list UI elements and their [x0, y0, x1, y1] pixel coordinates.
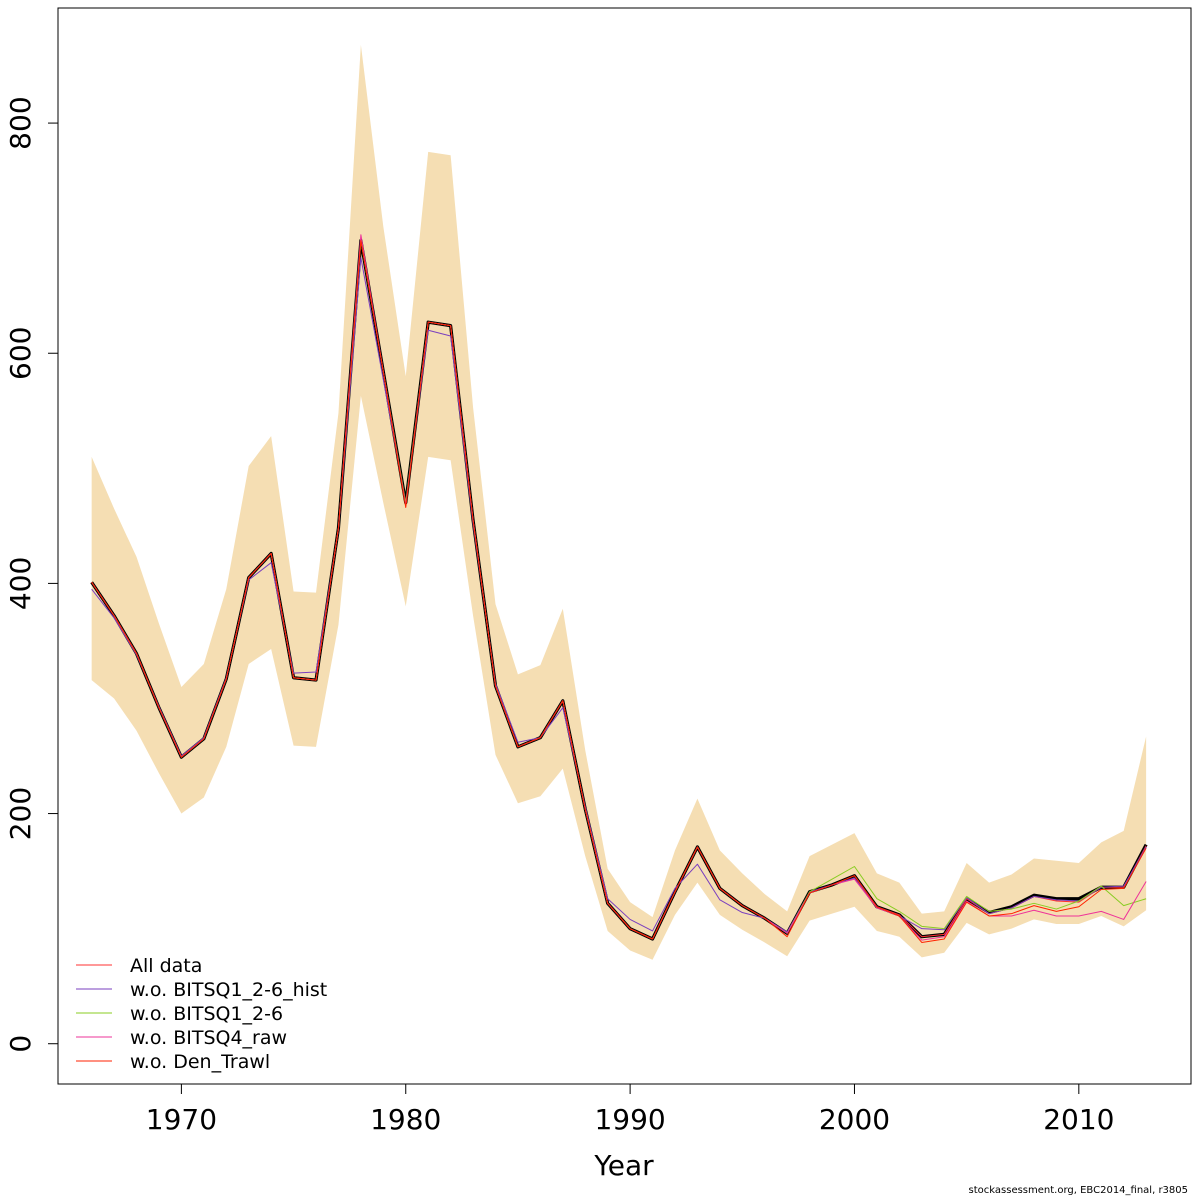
legend-label: w.o. BITSQ4_raw	[130, 1027, 287, 1049]
confidence-band	[91, 44, 1147, 960]
x-tick-label: 2000	[819, 1103, 890, 1136]
y-tick-label: 200	[4, 787, 37, 840]
y-axis: 0 200 400 600 800	[4, 96, 58, 1053]
y-tick-label: 0	[4, 1035, 37, 1053]
x-tick-label: 2010	[1043, 1103, 1114, 1136]
x-tick-label: 1980	[370, 1103, 441, 1136]
x-tick-label: 1970	[146, 1103, 217, 1136]
series-line-4	[91, 239, 1147, 943]
footer-credit: stockassessment.org, EBC2014_final, r380…	[968, 1185, 1188, 1196]
x-axis-label: Year	[593, 1149, 654, 1182]
legend-label: w.o. BITSQ1_2-6	[130, 1003, 283, 1025]
series-lines-layer	[90, 234, 1148, 943]
confidence-band-layer	[91, 44, 1147, 960]
series-line-1	[91, 257, 1147, 933]
legend-label: All data	[130, 955, 202, 977]
y-tick-label: 400	[4, 557, 37, 610]
plot-frame	[57, 7, 1192, 1085]
x-tick-label: 1990	[594, 1103, 665, 1136]
y-tick-label: 800	[4, 96, 37, 149]
y-tick-label: 600	[4, 327, 37, 380]
legend-label: w.o. BITSQ1_2-6_hist	[130, 979, 327, 1001]
legend-label: w.o. Den_Trawl	[130, 1051, 270, 1073]
x-axis: 1970 1980 1990 2000 2010	[146, 1084, 1114, 1136]
